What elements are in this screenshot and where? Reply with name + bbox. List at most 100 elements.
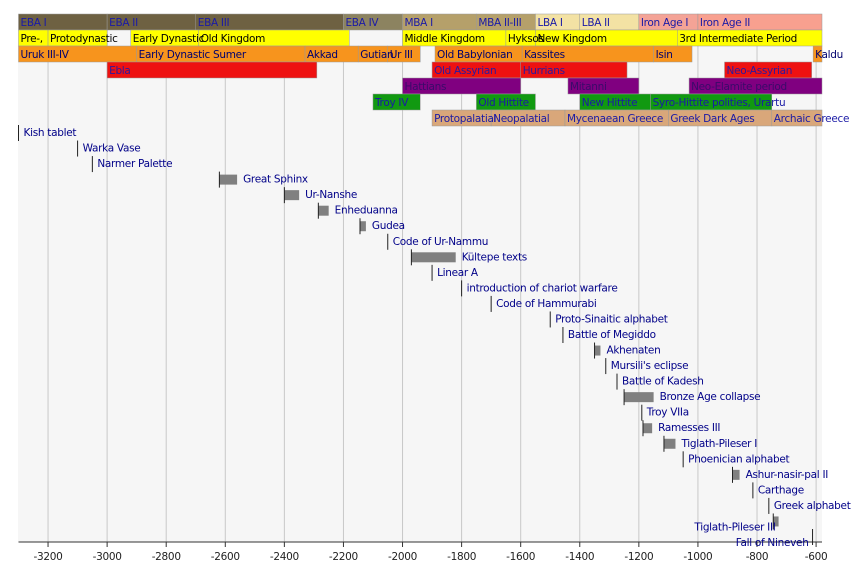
period-label: Isin — [656, 49, 673, 61]
period-bar — [812, 45, 823, 63]
event-span — [594, 345, 601, 356]
period-label: Pre-, — [21, 33, 43, 45]
x-tick-label: -1800 — [447, 551, 476, 563]
event-label: Ashur-nasir-pal II — [746, 469, 829, 481]
event-label: Akhenaten — [606, 345, 660, 357]
event-label: Kültepe texts — [462, 251, 527, 263]
period-label: Hurrians — [523, 65, 565, 77]
period-label: Kassites — [524, 49, 565, 61]
x-tick-label: -2400 — [270, 551, 299, 563]
event-span — [642, 423, 653, 434]
period-bar — [771, 109, 823, 127]
event-label: Troy VIIa — [646, 407, 689, 419]
event-span — [411, 252, 456, 263]
x-tick-label: -3200 — [34, 551, 63, 563]
event-label: Carthage — [758, 484, 804, 496]
period-label: Iron Age I — [641, 17, 689, 29]
period-label: Old Hittite — [478, 97, 528, 109]
period-label: Protodynastic — [50, 33, 118, 45]
event-span — [359, 221, 366, 232]
period-bar — [653, 45, 693, 63]
period-label: Old Babylonian — [437, 49, 513, 61]
period-label: MBA II-III — [478, 17, 521, 29]
x-tick-label: -1600 — [506, 551, 535, 563]
event-label: Tiglath-Pileser I — [680, 438, 757, 450]
event-label: Great Sphinx — [243, 174, 308, 186]
period-label: Archaic Greece — [774, 113, 849, 125]
period-label: Ebla — [109, 65, 130, 77]
period-bar — [677, 29, 823, 47]
x-tick-label: -2000 — [388, 551, 417, 563]
period-label: Early Dynastic — [133, 33, 205, 45]
event-label: Bronze Age collapse — [660, 391, 761, 403]
event-span — [219, 174, 238, 185]
period-bar — [106, 61, 318, 79]
period-label: LBA II — [582, 17, 610, 29]
period-label: Uruk III-IV — [21, 49, 70, 61]
period-label: Protopalatial — [434, 113, 496, 125]
period-label: Old Kingdom — [201, 33, 265, 45]
event-label: Code of Hammurabi — [496, 298, 596, 310]
period-label: LBA I — [537, 17, 562, 29]
period-label: 3rd Intermediate Period — [679, 33, 797, 45]
event-label: Enheduanna — [335, 205, 398, 217]
x-tick-label: -2200 — [329, 551, 358, 563]
period-label: Early Dynastic Sumer — [139, 49, 247, 61]
period-label: Neo-Assyrian — [727, 65, 793, 77]
period-label: Neopalatial — [493, 113, 549, 125]
event-label: Proto-Sinaitic alphabet — [555, 313, 668, 325]
event-label: Ur-Nanshe — [305, 189, 357, 201]
event-label: Gudea — [372, 220, 405, 232]
event-label: Code of Ur-Nammu — [393, 236, 488, 248]
event-label: Battle of Megiddo — [568, 329, 656, 341]
event-label: Narmer Palette — [97, 158, 172, 170]
period-bar — [387, 45, 421, 63]
event-span — [663, 438, 676, 449]
event-label: introduction of chariot warfare — [467, 282, 618, 294]
period-label: EBA IV — [345, 17, 379, 29]
event-span — [732, 469, 740, 480]
period-label: MBA I — [405, 17, 434, 29]
event-span — [284, 190, 300, 201]
period-label: EBA II — [109, 17, 138, 29]
period-label: Mitanni — [570, 81, 607, 93]
period-label: Neo-Elamite period — [691, 81, 787, 93]
period-label: New Kingdom — [537, 33, 606, 45]
event-span — [624, 392, 654, 403]
period-label: Old Assyrian — [434, 65, 496, 77]
x-tick-label: -2800 — [152, 551, 181, 563]
event-label: Greek alphabet — [774, 500, 851, 512]
event-label: Tiglath-Pileser III — [693, 521, 775, 533]
event-span — [773, 516, 779, 527]
period-label: Kaldu — [815, 49, 843, 61]
event-label: Ramesses III — [658, 422, 720, 434]
period-bar — [402, 77, 521, 95]
event-label: Mursili's eclipse — [611, 360, 689, 372]
period-label: Middle Kingdom — [405, 33, 485, 45]
period-label: EBA I — [21, 17, 47, 29]
event-label: Battle of Kadesh — [622, 376, 704, 388]
x-tick-label: -2600 — [211, 551, 240, 563]
period-label: Greek Dark Ages — [670, 113, 754, 125]
event-label: Phoenician alphabet — [688, 453, 789, 465]
period-label: New Hittite — [582, 97, 637, 109]
period-label: Troy IV — [374, 97, 409, 109]
event-label: Fall of Nineveh — [736, 537, 809, 549]
x-tick-label: -600 — [805, 551, 828, 563]
period-label: Iron Age II — [700, 17, 750, 29]
period-label: Gutian — [360, 49, 393, 61]
x-tick-label: -1400 — [565, 551, 594, 563]
period-label: Hyksos — [508, 33, 544, 45]
period-label: Akkad — [307, 49, 338, 61]
period-label: EBA III — [198, 17, 230, 29]
event-label: Kish tablet — [24, 127, 77, 139]
x-tick-label: -3000 — [93, 551, 122, 563]
x-tick-label: -1200 — [624, 551, 653, 563]
period-label: Syro-Hittite polities, Urartu — [653, 97, 786, 109]
period-label: Ur III — [390, 49, 413, 61]
x-tick-label: -800 — [746, 551, 769, 563]
period-label: Mycenaean Greece — [567, 113, 663, 125]
event-label: Linear A — [437, 267, 479, 279]
event-span — [318, 205, 329, 216]
